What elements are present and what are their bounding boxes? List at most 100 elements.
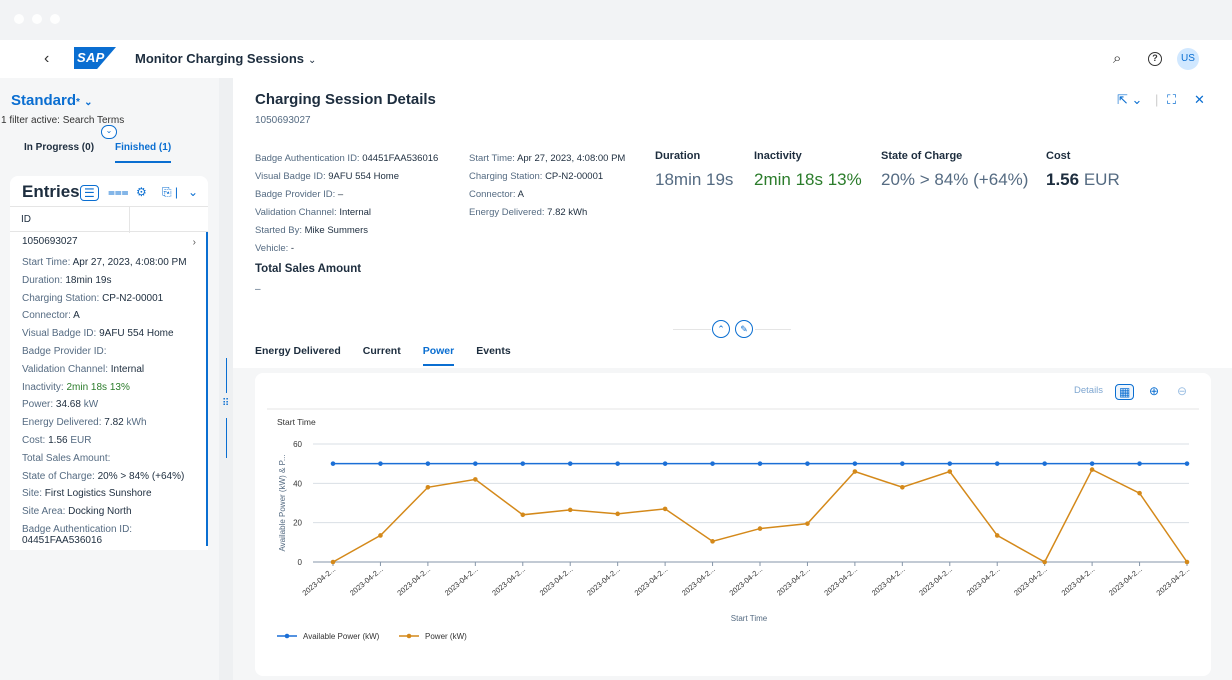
power-chart-card: Details ▦ ⊕ ⊖ Start Time 0 20 40 60 Availab… (255, 373, 1211, 676)
variant-selector[interactable]: Standard* ⌄ (11, 92, 92, 109)
collapse-header-icon[interactable]: ⌃ (712, 320, 730, 338)
maximize-dot[interactable] (50, 14, 60, 24)
x-tick-label: 2023-04-2... (443, 565, 480, 598)
field-value: Internal (110, 363, 145, 375)
group-icon[interactable]: ⩶ (108, 185, 129, 199)
attr-badge-provider: Badge Provider ID: – (255, 186, 438, 204)
x-tick-label: 2023-04-2... (870, 565, 907, 598)
x-tick-label: 2023-04-2... (822, 565, 859, 598)
field-value: 04451FAA536016 (22, 534, 103, 546)
export-icon[interactable]: ⎘ | (162, 185, 179, 199)
list-view-icon[interactable]: ☰ (80, 185, 99, 201)
row-inactivity: Inactivity: 2min 18s 13% (22, 379, 206, 397)
pane-splitter[interactable]: ⠿ (219, 78, 233, 680)
settings-icon[interactable]: ⚙ (136, 185, 147, 199)
window-frame (0, 0, 1232, 40)
table-view-icon[interactable]: ▦ (1115, 384, 1135, 400)
power-line-chart: Start Time 0 20 40 60 Available Power (kW) … (267, 408, 1199, 641)
tab-current[interactable]: Current (362, 345, 401, 357)
attr-started-by: Started By: Mike Summers (255, 222, 438, 240)
chevron-down-icon: ⌄ (308, 55, 317, 66)
pin-header-icon[interactable]: ✎ (735, 320, 753, 338)
zoom-out-icon[interactable]: ⊖ (1177, 384, 1188, 398)
data-point (1137, 490, 1142, 496)
kpi-duration: Duration 18min 19s (655, 150, 733, 190)
x-tick-label: 2023-04-2... (395, 565, 432, 598)
field-label: Energy Delivered: (22, 417, 102, 429)
tab-in-progress[interactable]: In Progress (0) (24, 142, 95, 153)
row-duration: Duration: 18min 19s (22, 272, 206, 290)
fullscreen-icon[interactable]: ⛶ (1167, 92, 1177, 107)
data-point (1137, 461, 1142, 466)
close-icon[interactable]: ✕ (1194, 92, 1205, 107)
field-value: 1.56 (48, 434, 68, 446)
sap-logo[interactable]: SAP (74, 47, 116, 69)
window-controls (14, 14, 60, 24)
page-title: Charging Session Details (255, 91, 436, 108)
tab-power[interactable]: Power (422, 345, 455, 366)
attr-label: Charging Station: (469, 171, 543, 182)
back-icon[interactable]: ‹ (44, 50, 50, 67)
data-point (994, 533, 1000, 538)
table-row[interactable]: 1050693027 › Start Time: Apr 27, 2023, 4… (10, 232, 208, 546)
collapse-header-button[interactable]: ⌄ (101, 125, 117, 139)
chevron-down-icon[interactable]: ⌄ (188, 185, 199, 199)
data-point (567, 461, 573, 466)
navigation-arrow-icon[interactable]: › (192, 237, 196, 248)
data-point (1184, 559, 1190, 565)
attr-badge-auth: Badge Authentication ID: 04451FAA536016 (255, 150, 438, 168)
search-icon[interactable]: ⌕ (1113, 50, 1122, 67)
column-header-id[interactable]: ID (10, 206, 208, 233)
data-point (378, 461, 383, 466)
close-dot[interactable] (14, 14, 24, 24)
attr-label: Validation Channel: (255, 207, 337, 218)
toolbar-separator: | (1155, 92, 1159, 107)
field-label: Visual Badge ID: (22, 328, 97, 340)
field-label: Site: (22, 488, 43, 500)
entries-title: Entries (22, 182, 80, 201)
field-label: State of Charge: (22, 470, 95, 482)
field-label: Inactivity: (22, 381, 64, 393)
field-label: Start Time: (22, 257, 71, 268)
share-icon[interactable]: ⇱ ⌄ (1117, 92, 1143, 107)
attr-validation: Validation Channel: Internal (255, 204, 438, 222)
x-tick-label: 2023-04-2... (917, 565, 954, 598)
field-label: Site Area: (22, 506, 66, 518)
kpi-label: Inactivity (754, 150, 802, 162)
shell-bar: ‹ SAP Monitor Charging Sessions ⌄ ⌕ ? US (0, 40, 1232, 78)
field-label: Cost: (22, 434, 46, 446)
row-start-time: Start Time: Apr 27, 2023, 4:08:00 PM (22, 254, 206, 272)
minimize-dot[interactable] (32, 14, 42, 24)
zoom-in-icon[interactable]: ⊕ (1149, 384, 1160, 398)
details-link[interactable]: Details (1074, 385, 1104, 396)
data-point (330, 461, 336, 466)
attr-energy: Energy Delivered: 7.82 kWh (469, 204, 625, 222)
data-point (567, 507, 573, 513)
app-title-menu[interactable]: Monitor Charging Sessions ⌄ (135, 51, 316, 66)
attribute-group-2: Start Time: Apr 27, 2023, 4:08:00 PM Cha… (469, 150, 625, 222)
row-power: Power: 34.68 kW (22, 396, 206, 414)
row-station: Charging Station: CP-N2-00001 (22, 290, 206, 308)
data-point (805, 461, 810, 466)
field-value: CP-N2-00001 (102, 292, 164, 304)
kpi-inactivity: Inactivity 2min 18s 13% (754, 150, 862, 190)
attr-value: CP-N2-00001 (545, 171, 604, 182)
tab-energy-delivered[interactable]: Energy Delivered (255, 345, 341, 357)
kpi-label: State of Charge (881, 150, 963, 162)
entries-table: Entries ☰ ⩶ ⚙ ⎘ | ⌄ ID 1050693027 › Star… (10, 176, 208, 550)
field-value: Docking North (68, 506, 132, 518)
page-subtitle: 1050693027 (255, 115, 311, 126)
data-point (852, 469, 858, 474)
chart-grid (313, 443, 1189, 563)
tab-finished[interactable]: Finished (1) (115, 142, 172, 163)
data-point (378, 533, 383, 538)
drag-handle-icon[interactable]: ⠿ (222, 398, 230, 409)
row-badge-auth: Badge Authentication ID: 04451FAA536016 (22, 521, 206, 546)
entries-toolbar: Entries ☰ ⩶ ⚙ ⎘ | ⌄ (10, 176, 208, 206)
tab-events[interactable]: Events (476, 345, 511, 357)
x-axis-label: Start Time (731, 614, 768, 623)
x-tick-label: 2023-04-2... (1107, 565, 1144, 598)
cost-number: 1.56 (1046, 170, 1080, 189)
user-avatar[interactable]: US (1177, 48, 1199, 70)
help-icon[interactable]: ? (1148, 52, 1162, 66)
